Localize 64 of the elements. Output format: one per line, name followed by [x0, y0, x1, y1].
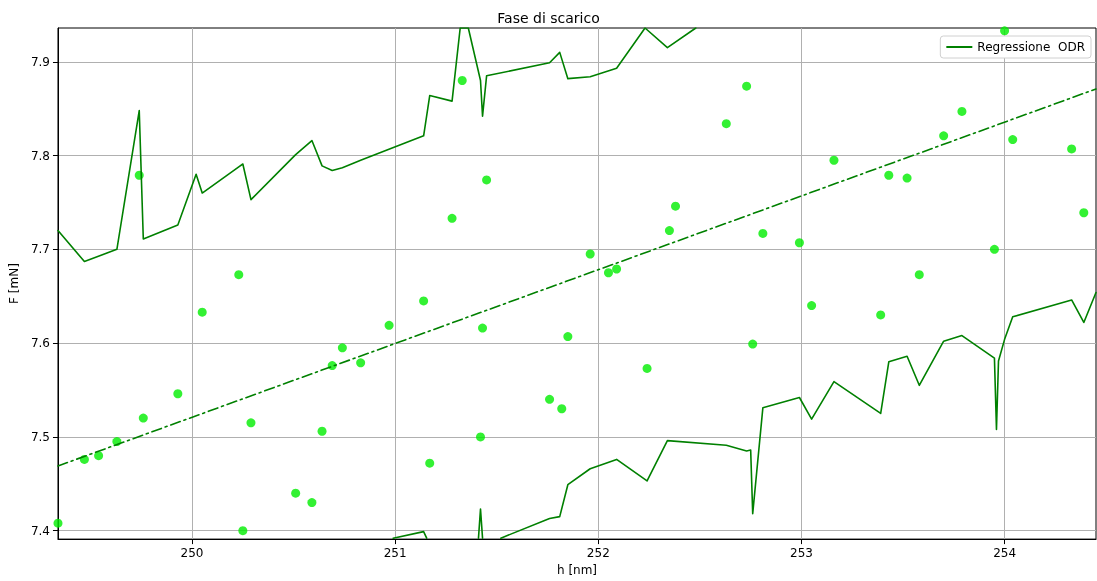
- point: [829, 155, 839, 165]
- point: [557, 404, 567, 414]
- x-axis-title: h [nm]: [556, 563, 598, 577]
- point: [807, 301, 817, 311]
- y-axis-title: F [mN]: [7, 263, 21, 304]
- point: [642, 363, 652, 373]
- point: [173, 389, 183, 399]
- point: [671, 201, 681, 211]
- point: [138, 413, 148, 423]
- point: [425, 458, 435, 468]
- point: [914, 270, 924, 280]
- x-tick-label: 252: [586, 546, 610, 561]
- y-tick-label: 7.4: [30, 523, 50, 538]
- legend-label: Regressione ODR: [977, 40, 1085, 54]
- point: [742, 81, 752, 91]
- point: [447, 213, 457, 223]
- point: [758, 228, 768, 238]
- point: [476, 432, 485, 442]
- point: [884, 170, 894, 180]
- point: [307, 498, 317, 508]
- x-tick-label: 251: [383, 546, 407, 561]
- chart-title: Fase di scarico: [497, 10, 600, 26]
- point: [563, 332, 573, 342]
- point: [939, 131, 949, 141]
- y-tick-label: 7.8: [30, 148, 50, 163]
- point: [1067, 144, 1077, 154]
- line-series: [57, 27, 697, 263]
- point: [957, 106, 967, 116]
- point: [794, 238, 804, 248]
- point: [419, 296, 429, 306]
- point: [612, 264, 622, 274]
- point: [1079, 208, 1089, 218]
- point: [234, 270, 244, 280]
- point: [545, 394, 555, 404]
- point: [1000, 26, 1010, 36]
- y-tick-label: 7.9: [30, 54, 50, 69]
- point: [53, 518, 63, 528]
- point: [1008, 135, 1018, 145]
- point: [989, 244, 999, 254]
- point: [585, 249, 595, 259]
- point: [94, 451, 104, 461]
- x-tick-label: 254: [993, 546, 1017, 561]
- point: [384, 320, 394, 330]
- point: [337, 343, 347, 353]
- x-tick-label: 253: [790, 546, 813, 561]
- point: [317, 426, 327, 436]
- y-tick-label: 7.6: [30, 336, 50, 351]
- point: [876, 310, 886, 320]
- point: [291, 488, 301, 498]
- y-tick-label: 7.5: [30, 429, 50, 444]
- point: [197, 307, 207, 317]
- point: [603, 268, 613, 278]
- point: [902, 173, 912, 183]
- point: [482, 175, 492, 185]
- x-tick-label: 250: [180, 546, 204, 561]
- point: [478, 323, 488, 333]
- point: [748, 339, 758, 349]
- point: [457, 76, 467, 86]
- point: [238, 526, 248, 536]
- point: [664, 226, 674, 236]
- point: [721, 119, 731, 129]
- y-tick-label: 7.7: [30, 242, 50, 257]
- point: [246, 418, 256, 428]
- point: [356, 358, 366, 368]
